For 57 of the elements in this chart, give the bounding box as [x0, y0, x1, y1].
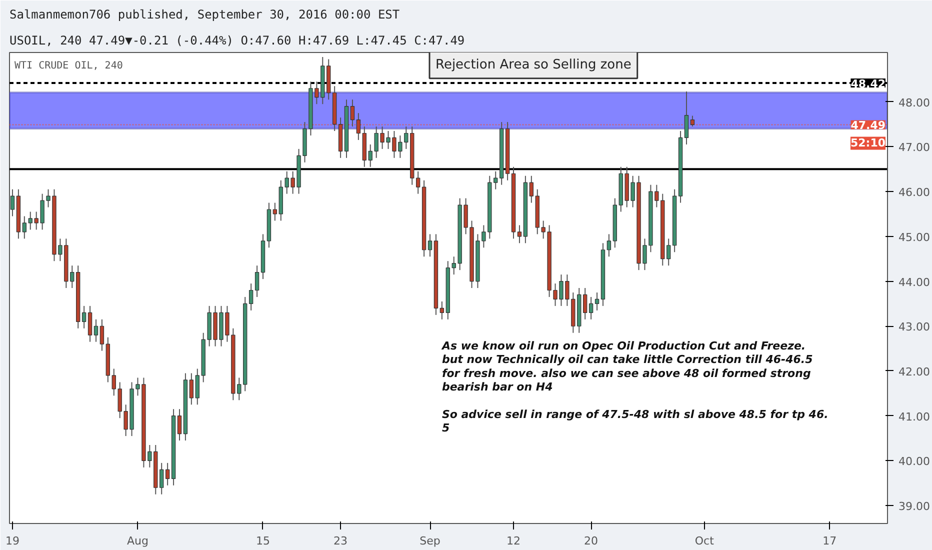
candlestick: [100, 318, 104, 352]
x-tick-label: 17: [822, 534, 837, 548]
y-tick-label: 44.00: [898, 276, 930, 289]
candlestick: [160, 462, 164, 495]
x-tick-label: Sep: [420, 534, 440, 548]
y-tick-label: 48.00: [898, 96, 930, 110]
candlestick: [529, 175, 534, 204]
candlestick: [428, 234, 432, 258]
x-tick-label: 23: [334, 534, 348, 548]
candlestick: [248, 283, 254, 311]
candlestick: [684, 91, 689, 145]
candlestick: [82, 305, 86, 329]
y-tick-label: 47.00: [898, 141, 930, 154]
x-tick-label: 12: [506, 534, 521, 548]
x-tick-label: 19: [5, 534, 20, 548]
ref-line-label: 48.42: [850, 78, 886, 91]
candlestick: [118, 382, 122, 419]
candlestick: [583, 288, 588, 320]
x-tick-label: Aug: [127, 534, 148, 548]
candlestick: [177, 408, 182, 442]
candlestick: [272, 202, 278, 222]
y-tick-label: 40.00: [898, 455, 930, 468]
candlestick: [254, 265, 260, 298]
y-tick-label: 41.00: [898, 410, 930, 424]
candlestick: [482, 224, 486, 248]
candlestick: [690, 115, 695, 128]
candlestick: [165, 462, 170, 486]
candlestick: [594, 292, 600, 311]
x-tick-label: 20: [584, 534, 598, 548]
text: As we know oil run on Opec Oil Production Cut and Freeze. but now Technically oil can take little Correction till 46-46.5 for fresh move. also we can see above 48 oil formed strong bearish bar on H4 So advice sell in range of 47.5-48 with sl above 48.5 for tp 46. 5: [442, 340, 828, 434]
annotation: 52:10: [850, 136, 886, 150]
y-tick-label: 39.00: [898, 500, 930, 514]
candlestick: [22, 216, 26, 240]
candlestick: [88, 305, 92, 342]
x-tick-label: 15: [256, 534, 270, 548]
ref-line-label: 47.49: [850, 119, 886, 132]
candlestick: [541, 220, 546, 240]
y-tick-label: 46.00: [898, 186, 930, 200]
y-tick-label: 43.00: [898, 320, 930, 334]
candlestick: [356, 112, 361, 140]
y-tick-label: 45.00: [898, 230, 930, 244]
candlestick: [440, 300, 444, 320]
candlestick: [94, 318, 98, 342]
x-tick-label: Oct: [694, 534, 715, 548]
band-label: Rejection Area so Selling zone: [436, 57, 632, 72]
candlestick: [416, 170, 420, 194]
y-tick-label: 42.00: [898, 365, 930, 378]
candlestick: [517, 224, 522, 244]
candlestick: [588, 296, 594, 320]
candlestick: [666, 238, 671, 266]
candlestick: [606, 234, 612, 258]
chart-subtitle: USOIL, 240 47.49▼-0.21 (-0.44%) O:47.60 H:47.69 L:47.45 C:47.49: [10, 34, 465, 48]
annotation: WTI CRUDE OIL, 240: [14, 60, 123, 72]
chart-title: Salmanmemon706 published, September 30, 2016 00:00 EST: [10, 8, 400, 22]
candlestick: [112, 368, 116, 396]
candlestick: [189, 372, 194, 406]
candlestick: [350, 99, 355, 128]
